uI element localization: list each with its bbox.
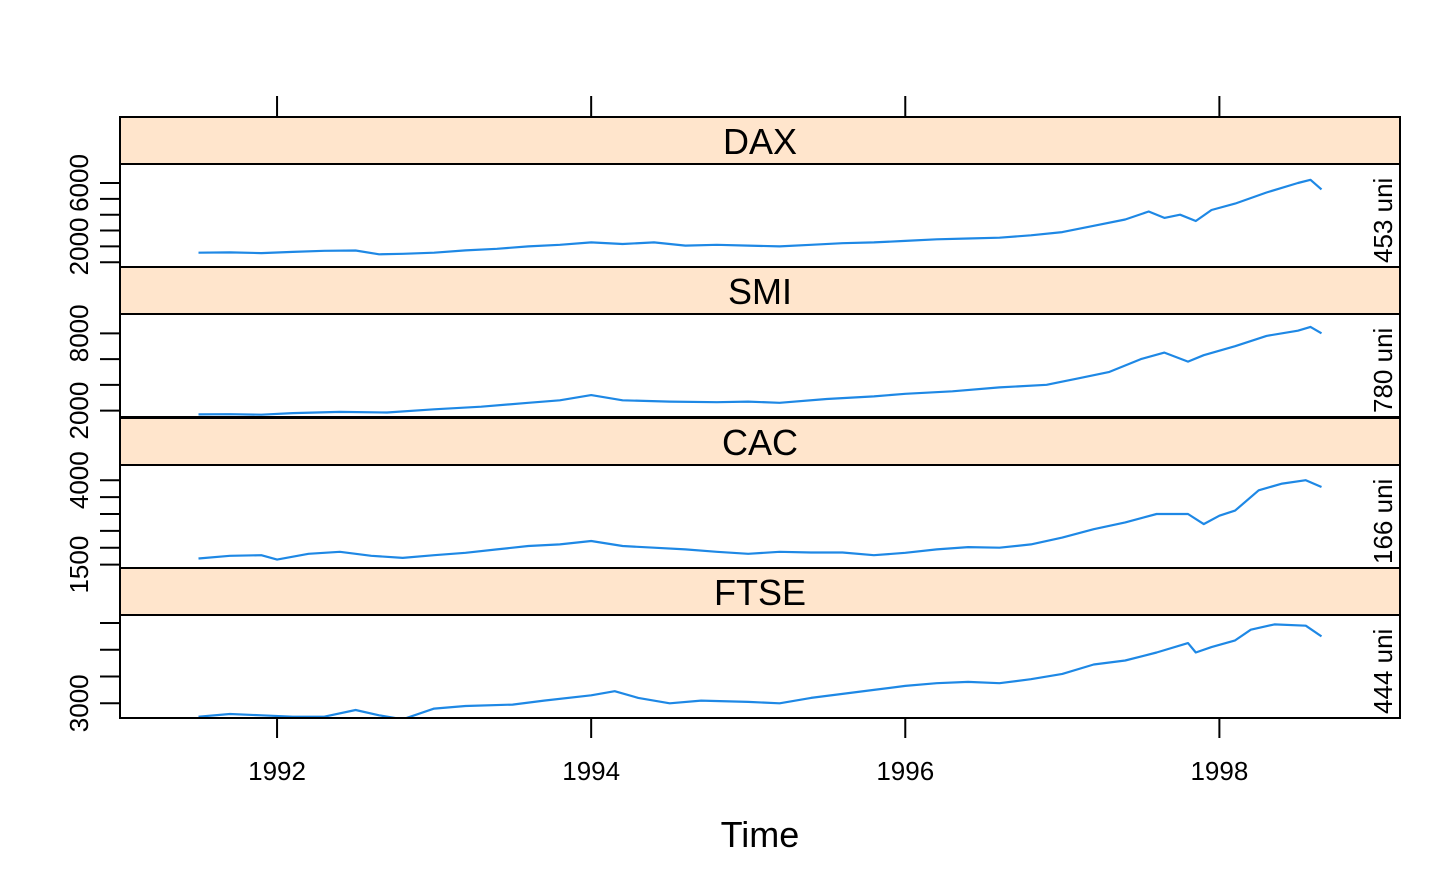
panel-ftse: FTSE 444 uni 3000 bbox=[64, 567, 1401, 732]
strip-cac bbox=[119, 417, 1401, 466]
x-tick-label: 1996 bbox=[876, 756, 934, 786]
panel-smi: SMI 780 uni 2000 8000 bbox=[64, 266, 1401, 440]
y-tick-label-smi: 2000 bbox=[64, 382, 94, 440]
right-label-smi: 780 uni bbox=[1368, 328, 1398, 413]
x-tick-label: 1992 bbox=[248, 756, 306, 786]
series-line-smi bbox=[198, 325, 1323, 416]
right-label-group-smi: 780 uni bbox=[1368, 328, 1398, 413]
strip-label-cac: CAC bbox=[722, 422, 798, 463]
panel-border-ftse bbox=[119, 614, 1401, 719]
series-line-dax bbox=[198, 178, 1323, 256]
x-tick-label: 1998 bbox=[1190, 756, 1248, 786]
strip-label-dax: DAX bbox=[723, 121, 797, 162]
panels-layer: DAX 453 uni 2000 6000 SMI 780 uni 2000 8000 CAC 1… bbox=[64, 116, 1401, 732]
x-axis-title: Time bbox=[721, 814, 800, 855]
right-label-group-ftse: 444 uni bbox=[1368, 629, 1398, 714]
y-tick-label-dax: 6000 bbox=[64, 154, 94, 212]
right-label-ftse: 444 uni bbox=[1368, 629, 1398, 714]
strip-label-ftse: FTSE bbox=[714, 572, 806, 613]
panel-cac: CAC 166 uni 1500 4000 bbox=[64, 417, 1401, 594]
x-tick-label: 1994 bbox=[562, 756, 620, 786]
series-line-ftse bbox=[198, 623, 1323, 718]
strip-label-smi: SMI bbox=[728, 271, 792, 312]
y-tick-label-cac: 1500 bbox=[64, 536, 94, 594]
right-label-dax: 453 uni bbox=[1368, 178, 1398, 263]
y-tick-label-dax: 2000 bbox=[64, 217, 94, 275]
y-tick-label-cac: 4000 bbox=[64, 451, 94, 509]
strip-dax bbox=[119, 116, 1401, 165]
right-label-group-cac: 166 uni bbox=[1368, 479, 1398, 564]
y-tick-label-smi: 8000 bbox=[64, 304, 94, 362]
panel-dax: DAX 453 uni 2000 6000 bbox=[64, 116, 1401, 275]
strip-smi bbox=[119, 266, 1401, 315]
strip-ftse bbox=[119, 567, 1401, 616]
series-line-cac bbox=[198, 479, 1322, 561]
right-label-group-dax: 453 uni bbox=[1368, 178, 1398, 263]
right-label-cac: 166 uni bbox=[1368, 479, 1398, 564]
x-axis: 1992 1994 1996 1998 bbox=[248, 96, 1248, 786]
y-tick-label-ftse: 3000 bbox=[64, 674, 94, 732]
